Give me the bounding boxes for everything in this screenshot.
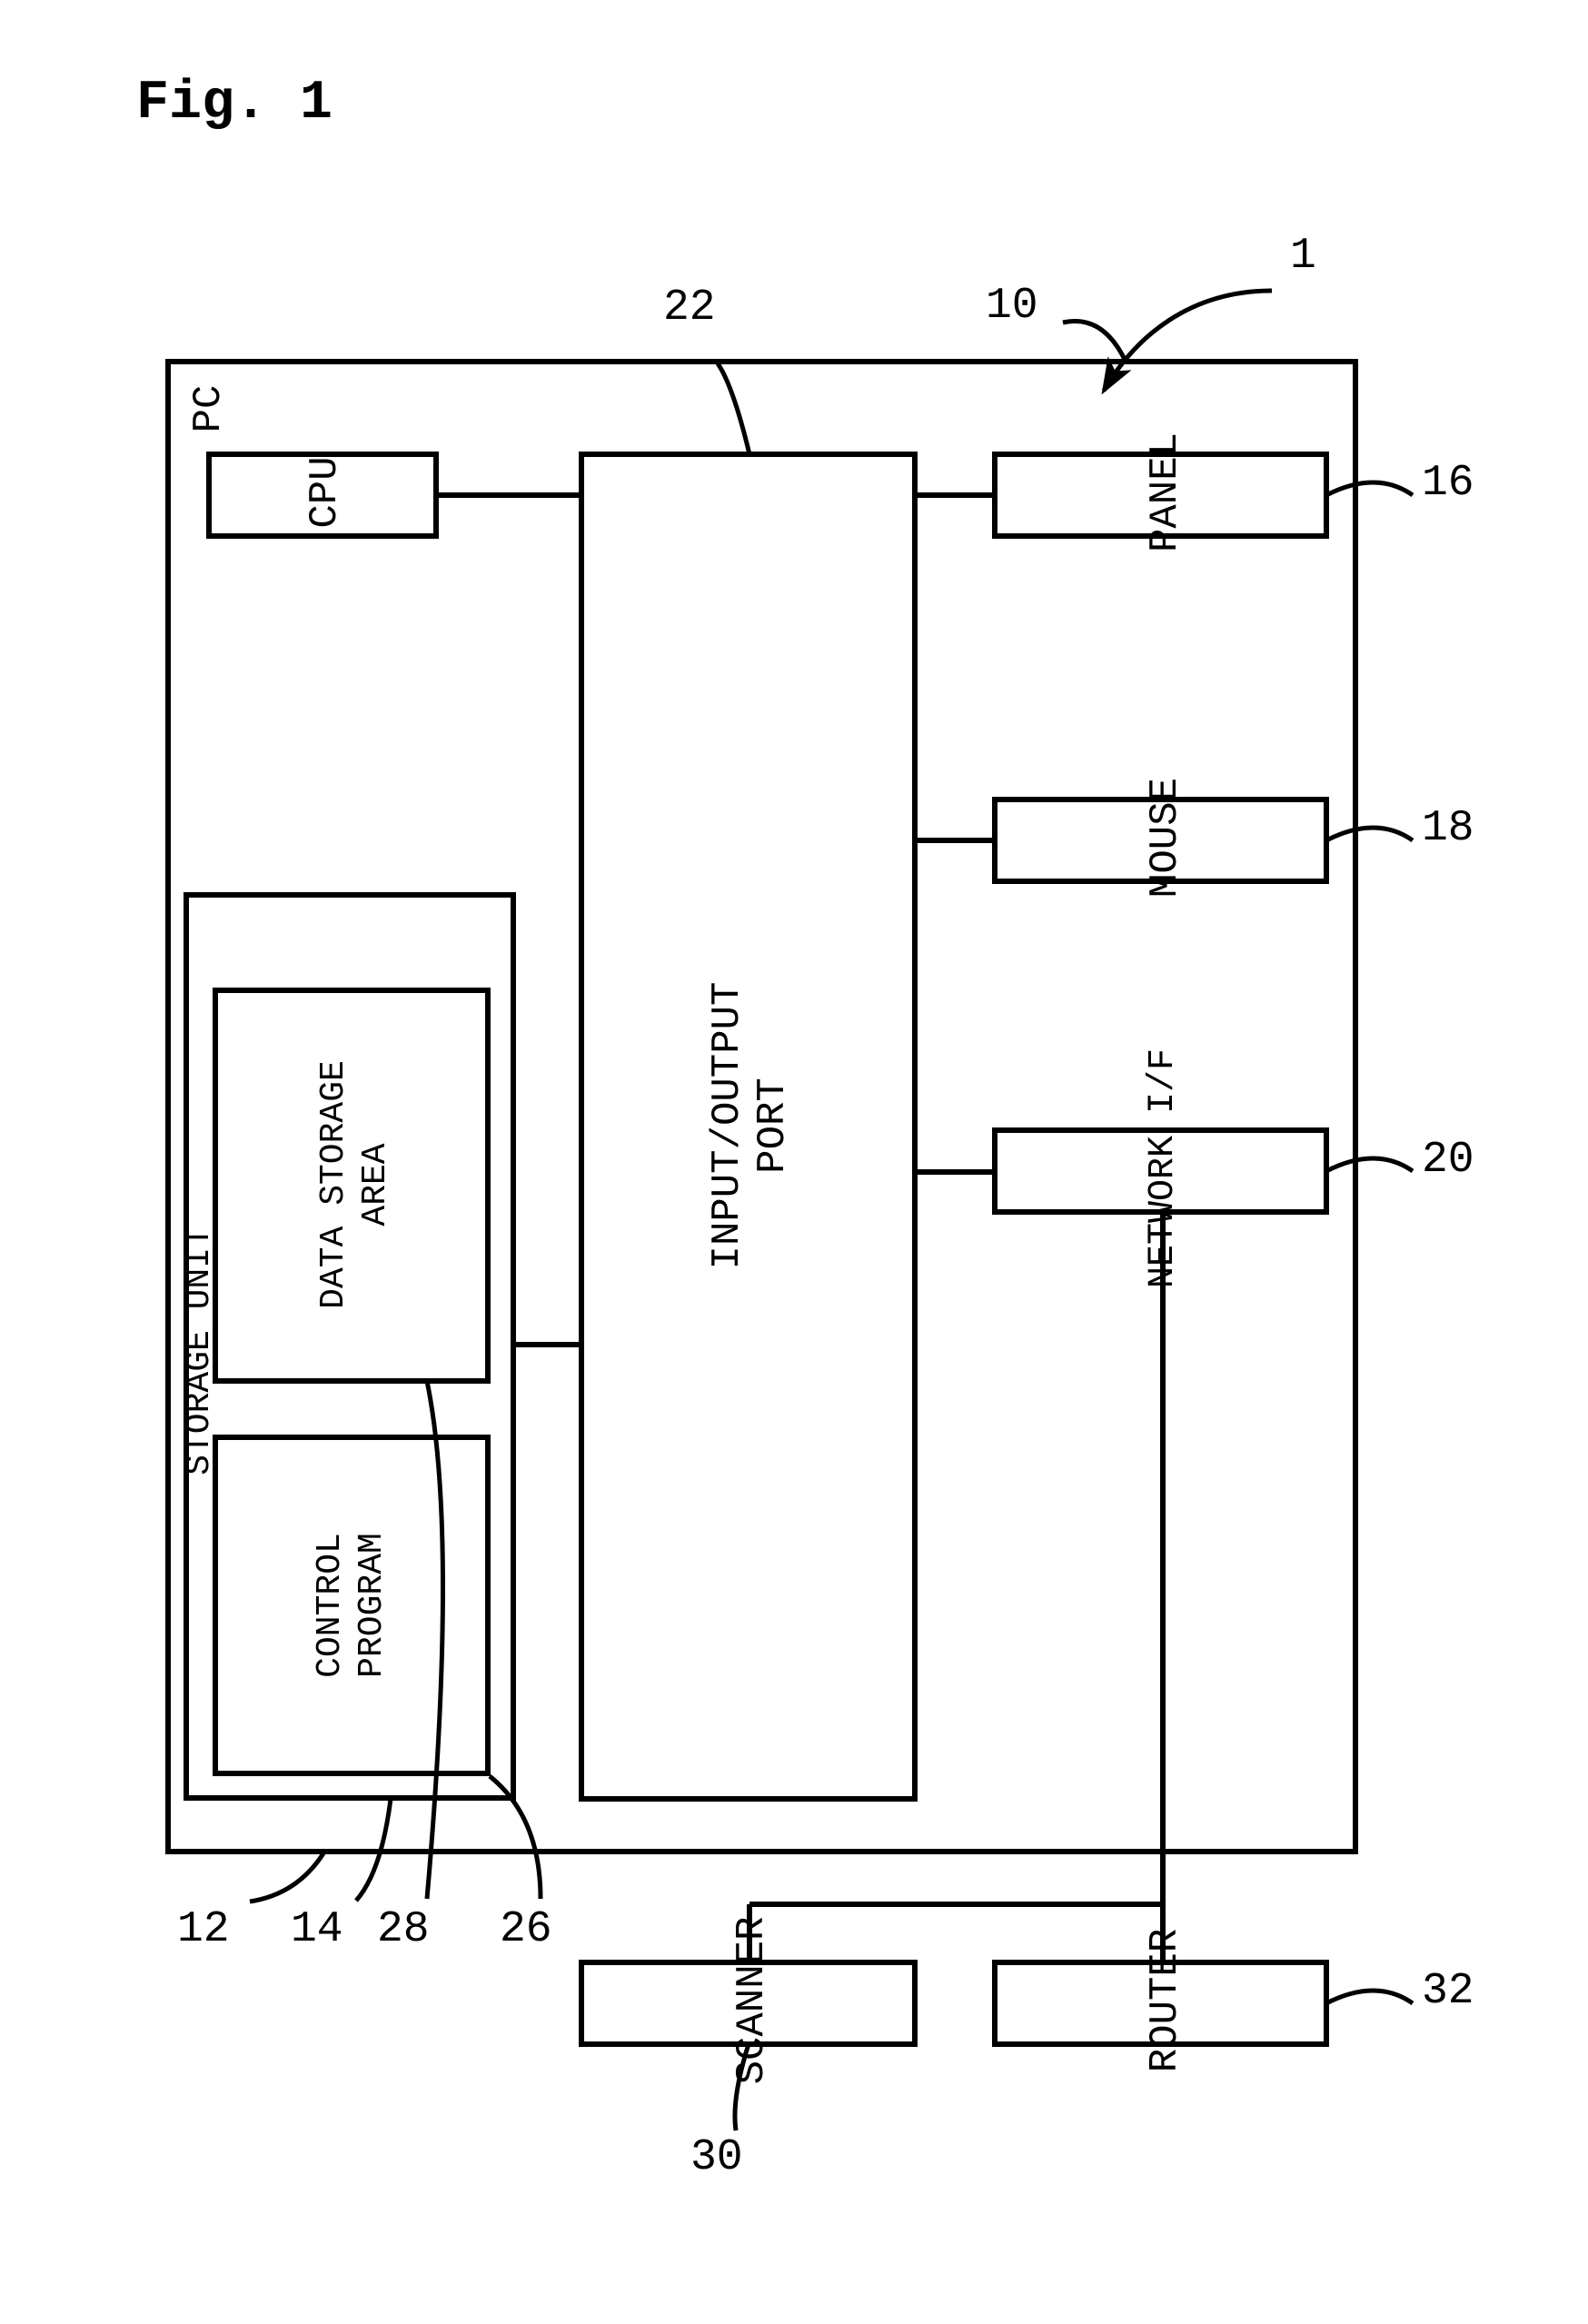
cpu-label: CPU <box>303 452 342 533</box>
curly-lead-16 <box>1326 482 1413 495</box>
curly-lead-18 <box>1326 828 1413 840</box>
mouse-label: MOUSE <box>1143 747 1183 929</box>
ref-1: 1 <box>1290 232 1316 281</box>
router-label: ROUTER <box>1143 1910 1183 2091</box>
network-if-label: NETWORK I/F <box>1143 1005 1183 1332</box>
data-storage-area-label: DATA STORAGE AREA <box>313 994 393 1376</box>
pc-label: PC <box>186 382 223 436</box>
curly-lead-20 <box>1326 1158 1413 1171</box>
curly-lead-32 <box>1326 1991 1413 2003</box>
ref-32: 32 <box>1422 1967 1474 2016</box>
control-program-text: CONTROL PROGRAM <box>311 1533 392 1678</box>
curly-lead-28 <box>427 1381 443 1899</box>
panel-label: PANEL <box>1143 402 1183 583</box>
overall-ref-arrow <box>1104 291 1272 391</box>
ref-14: 14 <box>291 1905 343 1954</box>
ref-20: 20 <box>1422 1136 1474 1185</box>
io-port-text: INPUT/OUTPUT PORT <box>705 982 796 1270</box>
ref-30: 30 <box>690 2133 743 2182</box>
data-storage-area-text: DATA STORAGE AREA <box>314 1060 395 1309</box>
ref-22: 22 <box>663 283 716 333</box>
control-program-label: CONTROL PROGRAM <box>310 1437 390 1773</box>
curly-lead-12 <box>250 1853 323 1902</box>
curly-lead-10 <box>1063 321 1126 363</box>
ref-18: 18 <box>1422 804 1474 853</box>
figure-title: Fig. 1 <box>136 73 332 134</box>
ref-12: 12 <box>177 1905 230 1954</box>
scanner-label: SCANNER <box>729 1887 769 2114</box>
storage-unit-label: STORAGE UNIT <box>180 1169 220 1533</box>
ref-26: 26 <box>500 1905 552 1954</box>
curly-lead-22 <box>718 363 749 454</box>
io-port-label: INPUT/OUTPUT PORT <box>705 889 785 1362</box>
ref-10: 10 <box>986 282 1038 331</box>
ref-16: 16 <box>1422 459 1474 508</box>
ref-28: 28 <box>377 1905 430 1954</box>
